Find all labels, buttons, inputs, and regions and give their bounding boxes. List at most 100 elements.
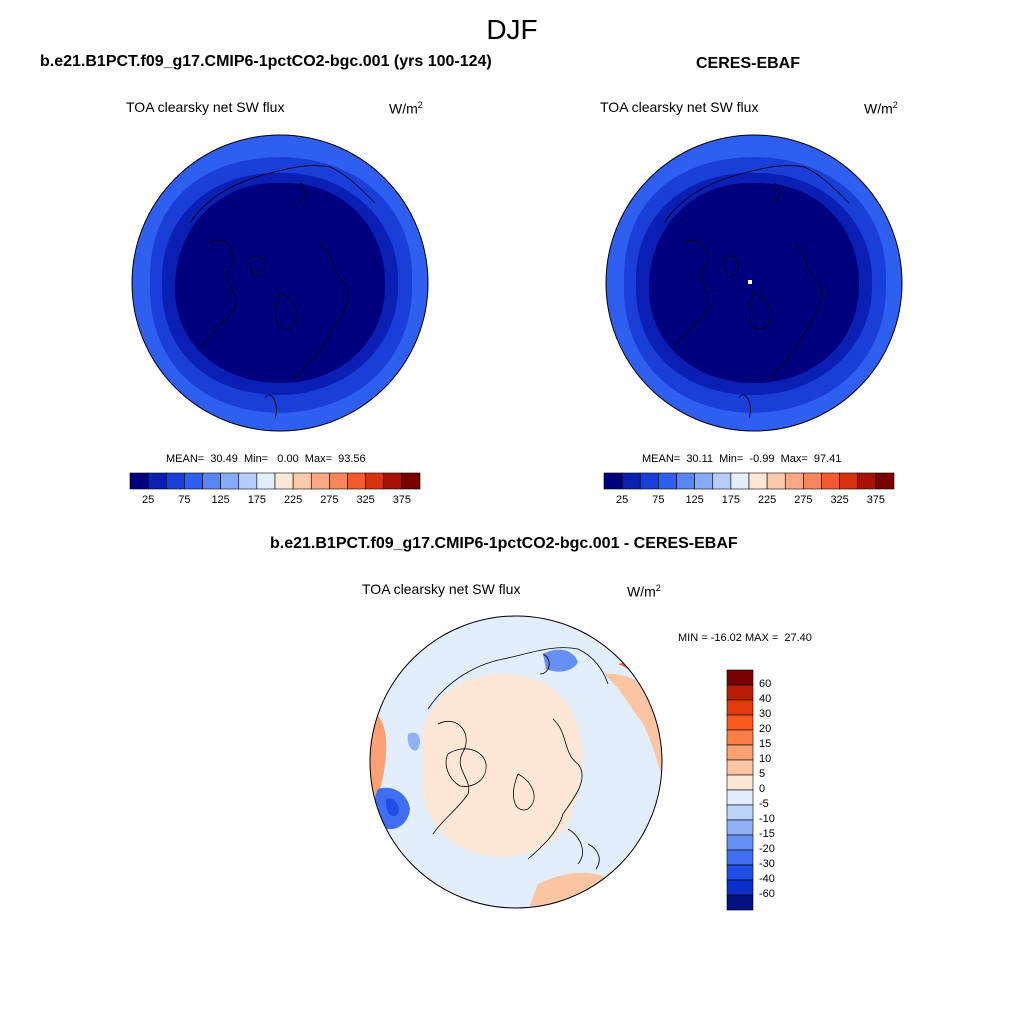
colorbar-tick-label: 25	[616, 494, 629, 506]
small-negative-patch	[407, 732, 420, 751]
colorbar-swatch	[347, 472, 366, 490]
colorbar-swatch	[365, 472, 385, 490]
colorbar-tick-label: 10	[759, 753, 772, 765]
model-colorbar-ticks: 25 75 125 175 225 275 325 375	[130, 494, 420, 508]
colorbar-swatch	[712, 472, 732, 490]
colorbar-swatch	[147, 472, 167, 490]
diff-colorbar	[726, 669, 754, 911]
colorbar-tick-label: 275	[794, 494, 813, 506]
model-units-label: W/m2	[389, 100, 423, 117]
colorbar-tick-label: 125	[211, 494, 230, 506]
colorbar-swatch	[726, 789, 754, 806]
colorbar-tick-label: 175	[721, 494, 741, 506]
obs-colorbar	[603, 472, 895, 490]
obs-variable-label: TOA clearsky net SW flux	[600, 99, 759, 115]
obs-panel-title: CERES-EBAF	[696, 55, 801, 72]
colorbar-tick-label: -30	[759, 858, 775, 870]
diff-panel-title: b.e21.B1PCT.f09_g17.CMIP6-1pctCO2-bgc.00…	[270, 535, 738, 552]
diff-units-label: W/m2	[627, 583, 661, 600]
map-border	[131, 134, 429, 432]
colorbar-tick-label: 20	[759, 723, 772, 735]
colorbar-tick-label: 75	[178, 494, 191, 506]
colorbar-swatch	[730, 472, 750, 490]
colorbar-tick-label: 60	[759, 678, 772, 690]
map-core	[174, 182, 386, 383]
colorbar-swatch	[726, 879, 754, 896]
diff-colorbar-ticks: 60 40 30 20 15 10 5 0 -5 -10 -15 -20 -30 -40 -60	[759, 670, 799, 910]
colorbar-tick-label: -20	[759, 843, 775, 855]
colorbar-swatch	[726, 774, 754, 791]
colorbar-swatch	[383, 472, 403, 490]
colorbar-tick-label: -5	[759, 798, 769, 810]
colorbar-swatch	[329, 472, 348, 490]
colorbar-tick-label: 275	[320, 494, 339, 506]
model-stats: MEAN= 30.49 Min= 0.00 Max= 93.56	[166, 453, 366, 465]
colorbar-tick-label: 30	[759, 708, 772, 720]
model-variable-label: TOA clearsky net SW flux	[126, 99, 285, 115]
model-colorbar	[129, 472, 421, 490]
colorbar-swatch	[202, 472, 221, 490]
colorbar-swatch	[726, 714, 754, 731]
colorbar-tick-label: 325	[356, 494, 375, 506]
colorbar-swatch	[726, 684, 754, 701]
colorbar-tick-label: 0	[759, 783, 766, 795]
colorbar-tick-label: 15	[759, 738, 772, 750]
colorbar-swatch	[658, 472, 677, 490]
colorbar-swatch	[726, 804, 754, 821]
colorbar-swatch	[165, 472, 185, 490]
colorbar-swatch	[784, 472, 804, 490]
colorbar-swatch	[274, 472, 294, 490]
colorbar-swatch	[292, 472, 312, 490]
coastlines	[663, 165, 850, 419]
colorbar-swatch	[875, 472, 895, 490]
colorbar-tick-label: 25	[142, 494, 155, 506]
colorbar-swatch	[726, 864, 754, 881]
colorbar-tick-label: -10	[759, 813, 775, 825]
map-border	[605, 134, 903, 432]
colorbar-swatch	[726, 669, 754, 686]
colorbar-swatch	[310, 472, 330, 490]
diff-variable-label: TOA clearsky net SW flux	[362, 581, 521, 597]
colorbar-tick-label: 75	[652, 494, 665, 506]
colorbar-swatch	[726, 744, 754, 761]
map-core	[648, 182, 860, 383]
colorbar-tick-label: 375	[392, 494, 412, 506]
colorbar-tick-label: 40	[759, 693, 772, 705]
colorbar-swatch	[726, 819, 754, 836]
colorbar-swatch	[766, 472, 786, 490]
colorbar-swatch	[694, 472, 714, 490]
colorbar-tick-label: 325	[830, 494, 849, 506]
diff-polar-map	[369, 615, 663, 909]
north-negative-region	[543, 649, 578, 672]
colorbar-tick-label: 125	[685, 494, 704, 506]
colorbar-swatch	[603, 472, 623, 490]
colorbar-swatch	[726, 699, 754, 716]
colorbar-swatch	[726, 729, 754, 746]
diff-stats: MIN = -16.02 MAX = 27.40	[678, 632, 812, 644]
colorbar-swatch	[676, 472, 695, 490]
obs-units-label: W/m2	[864, 100, 898, 117]
colorbar-swatch	[748, 472, 768, 490]
obs-colorbar-ticks: 25 75 125 175 225 275 325 375	[604, 494, 894, 508]
colorbar-tick-label: 225	[283, 494, 303, 506]
colorbar-swatch	[726, 894, 754, 911]
colorbar-tick-label: 5	[759, 768, 766, 780]
colorbar-swatch	[857, 472, 877, 490]
obs-stats: MEAN= 30.11 Min= -0.99 Max= 97.41	[642, 453, 842, 465]
colorbar-swatch	[129, 472, 149, 490]
colorbar-swatch	[256, 472, 276, 490]
colorbar-swatch	[238, 472, 258, 490]
model-panel-title: b.e21.B1PCT.f09_g17.CMIP6-1pctCO2-bgc.00…	[40, 53, 492, 70]
colorbar-tick-label: 225	[757, 494, 777, 506]
map-border	[369, 615, 663, 909]
obs-polar-map	[605, 134, 903, 432]
colorbar-swatch	[821, 472, 840, 490]
coastlines	[189, 165, 376, 419]
missing-data-pixel	[748, 280, 752, 284]
colorbar-swatch	[184, 472, 203, 490]
season-title: DJF	[486, 14, 538, 45]
coastlines	[427, 647, 609, 870]
colorbar-tick-label: 175	[247, 494, 267, 506]
colorbar-swatch	[220, 472, 240, 490]
colorbar-tick-label: -15	[759, 828, 775, 840]
